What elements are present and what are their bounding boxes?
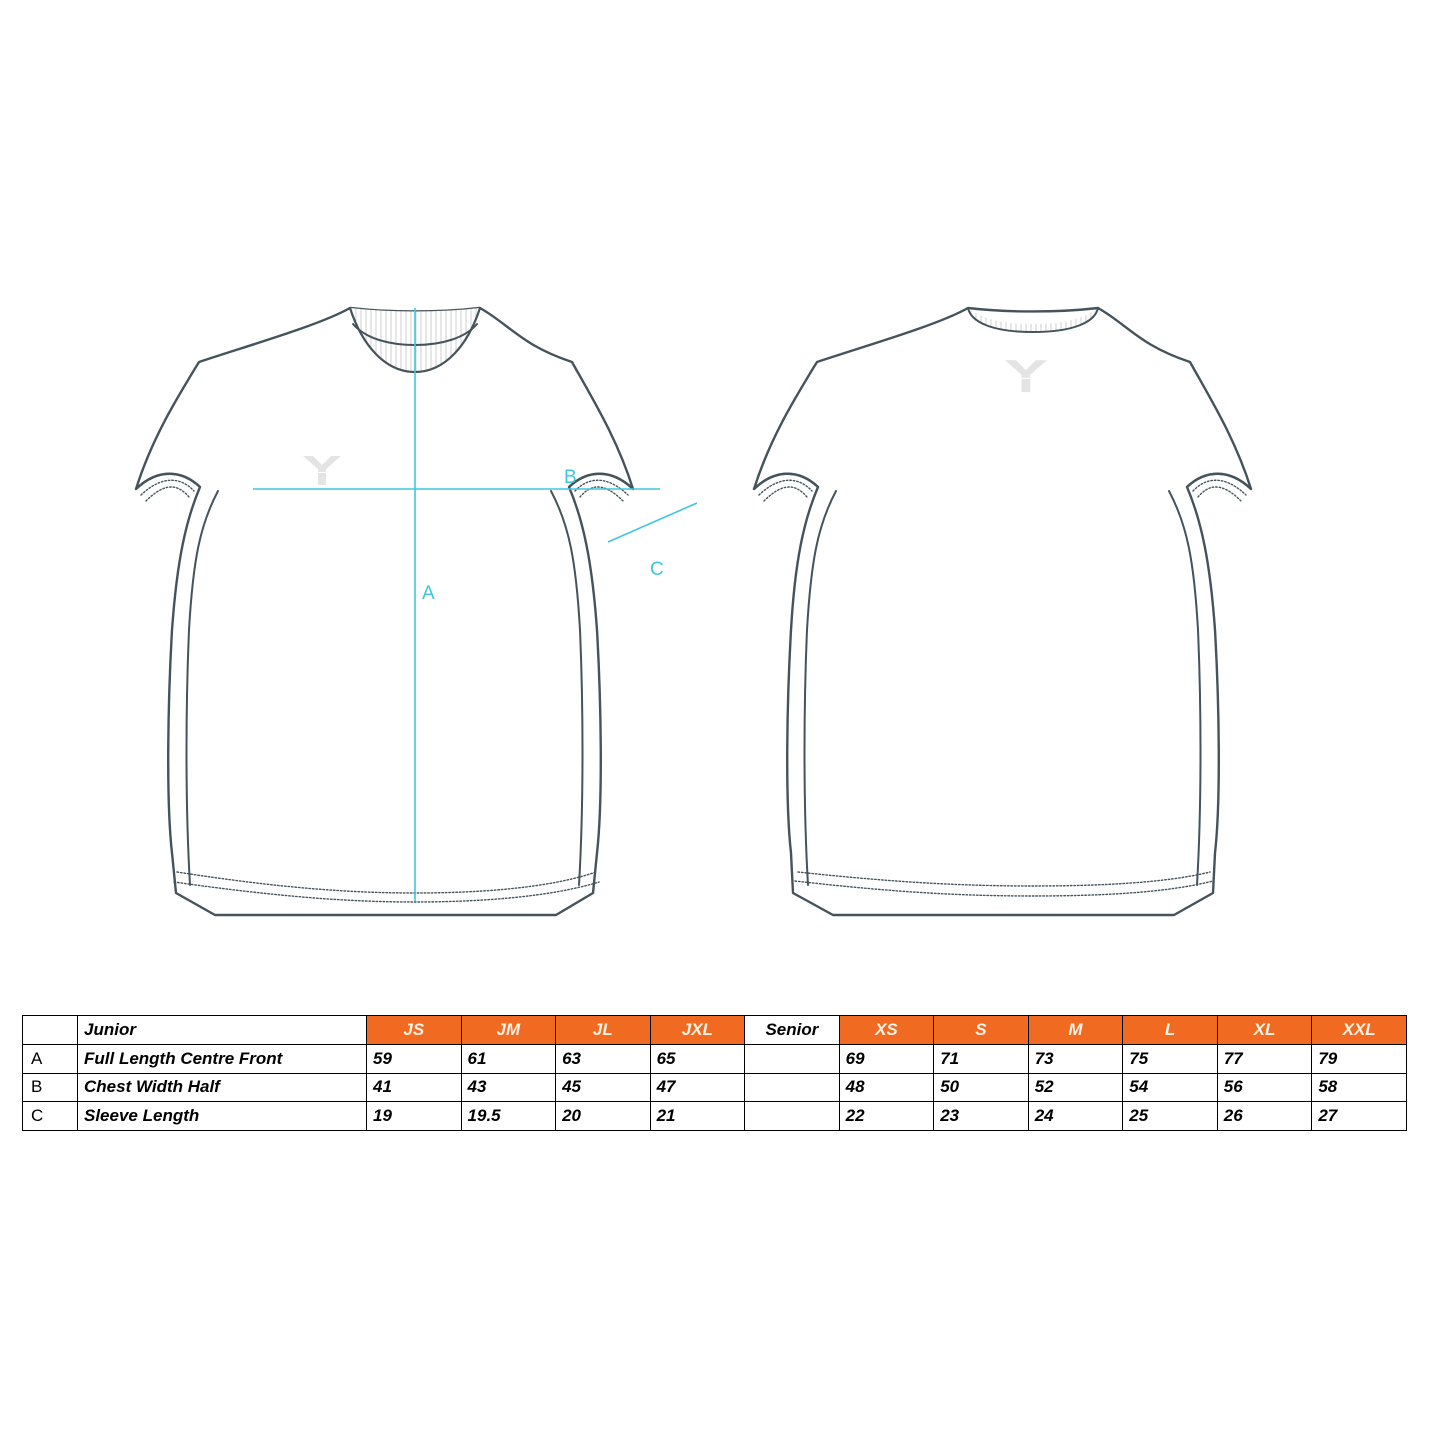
- svg-text:A: A: [422, 583, 435, 604]
- svg-text:B: B: [564, 467, 577, 488]
- svg-text:C: C: [650, 559, 664, 580]
